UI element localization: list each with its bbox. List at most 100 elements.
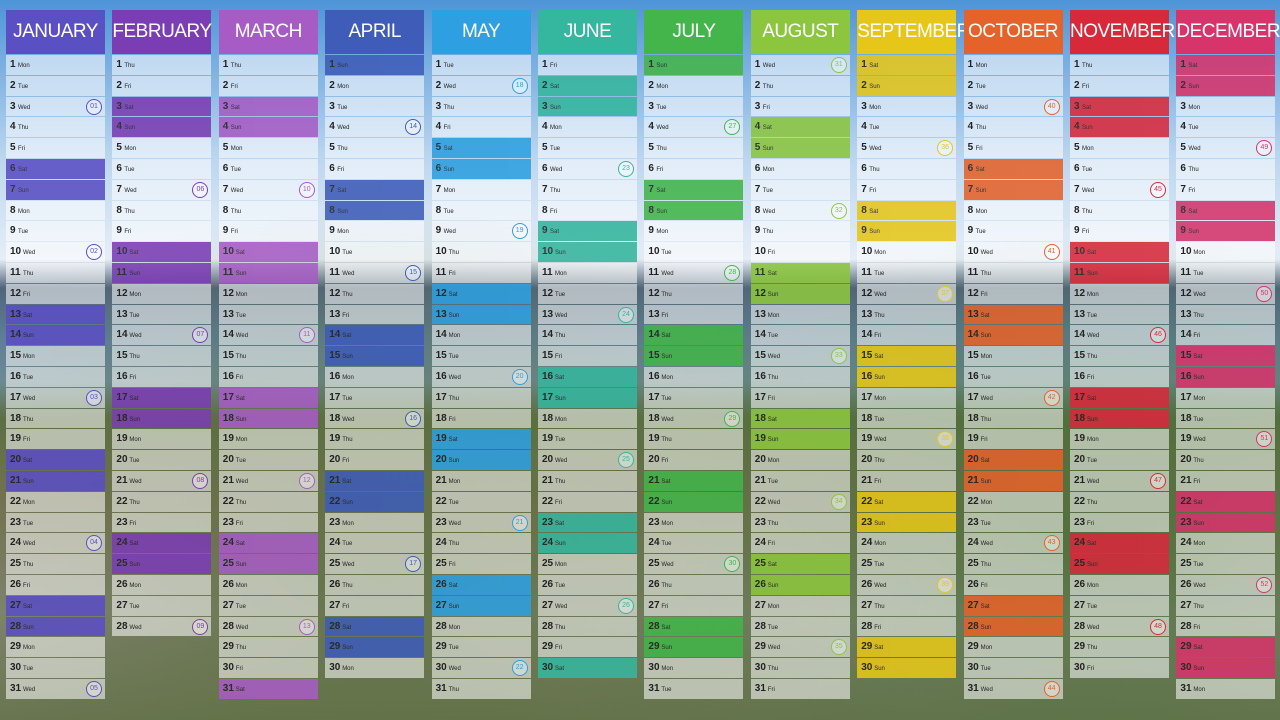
week-number: 36: [937, 140, 954, 157]
weekday: Wed: [230, 187, 244, 194]
weekday: Sat: [129, 250, 139, 257]
day-row: 3 Tue: [644, 96, 744, 117]
day-row: 15 Sun: [644, 346, 744, 366]
day-row: 1 Tue: [431, 55, 531, 75]
weekday: Fri: [1087, 374, 1094, 381]
day-number: 9: [542, 225, 548, 237]
day-row: 10 Mon: [857, 242, 957, 262]
day-row: 30 Thu: [750, 658, 850, 678]
weekday: Thu: [1087, 499, 1098, 506]
day-number: 5: [1180, 142, 1186, 154]
day-row: 28 Thu: [538, 616, 637, 637]
day-row: 1 Wed 31: [750, 55, 850, 75]
weekday: Mon: [129, 291, 142, 298]
day-number: 20: [1074, 454, 1086, 466]
day-row: 24 Sat: [1070, 533, 1169, 554]
weekday: Fri: [869, 187, 877, 194]
week-number: 01: [86, 98, 102, 115]
weekday: Sat: [230, 104, 240, 111]
weekday: Sun: [767, 291, 779, 298]
day-row: 29 Sat: [1176, 637, 1276, 658]
weekday: Tue: [874, 562, 885, 569]
weekday: Sun: [342, 499, 353, 506]
day-row: 22 Wed 34: [750, 491, 850, 512]
day-number: 27: [754, 599, 766, 611]
weekday: Wed: [23, 250, 36, 257]
week-number: 15: [405, 264, 422, 281]
day-number: 12: [116, 287, 128, 299]
weekday: Fri: [555, 354, 562, 361]
weekday: Sat: [1082, 104, 1092, 111]
weekday: Thu: [448, 250, 459, 257]
day-row: 28 Sat: [644, 616, 744, 637]
weekday: Sun: [342, 645, 353, 652]
day-number: 21: [542, 474, 554, 486]
day-number: 8: [1074, 204, 1080, 216]
weekday: Fri: [448, 270, 456, 277]
weekday: Sat: [342, 624, 352, 631]
day-row: 31 Wed 05: [6, 678, 105, 699]
day-row: 17 Sat: [218, 387, 318, 408]
day-row: 13 Sat: [6, 304, 105, 325]
weekday: Tue: [230, 166, 241, 173]
weekday: Sat: [1188, 63, 1198, 69]
weekday: Sun: [1087, 416, 1098, 423]
weekday: Mon: [1082, 146, 1094, 153]
day-number: 12: [1180, 287, 1192, 299]
day-row: 25 Thu: [963, 554, 1063, 574]
weekday: Thu: [124, 208, 135, 215]
day-row: 18 Mon: [538, 408, 637, 429]
weekday: Thu: [869, 166, 880, 173]
day-number: 16: [435, 370, 447, 382]
day-number: 23: [861, 516, 873, 528]
day-row: 22 Sat: [857, 491, 957, 512]
weekday: Mon: [235, 437, 248, 444]
week-number: 13: [298, 618, 315, 635]
day-number: 4: [116, 121, 122, 133]
weekday: Fri: [1193, 624, 1201, 631]
day-number: 29: [10, 641, 22, 653]
day-row: 25 Wed 30: [644, 554, 744, 574]
day-row: 8 Mon: [6, 200, 105, 221]
day-number: 16: [116, 370, 128, 382]
weekday: Sun: [555, 250, 566, 257]
weekday: Sun: [1188, 83, 1200, 90]
day-number: 10: [222, 246, 234, 258]
day-number: 26: [435, 578, 447, 590]
day-row: 1 Fri: [538, 55, 637, 75]
weekday: Tue: [23, 520, 34, 527]
day-row: 15 Thu: [112, 346, 212, 366]
day-row: 16 Sat: [538, 366, 637, 387]
day-row: 20 Sun: [431, 450, 531, 470]
day-number: 29: [967, 641, 979, 653]
weekday: Tue: [1188, 125, 1199, 132]
day-row: 7 Fri: [1176, 179, 1276, 200]
day-number: 17: [648, 391, 660, 403]
day-number: 15: [116, 350, 128, 362]
day-number: 20: [222, 454, 234, 466]
week-number: 33: [830, 348, 847, 365]
day-number: 12: [435, 287, 447, 299]
day-row: 23 Fri: [218, 512, 318, 533]
day-number: 5: [1074, 142, 1080, 154]
day-number: 20: [967, 454, 979, 466]
day-number: 3: [222, 100, 229, 112]
weekday: Thu: [23, 416, 34, 423]
day-number: 12: [967, 287, 979, 299]
day-row: 28 Sun: [6, 616, 105, 637]
day-number: 3: [1180, 100, 1186, 112]
day-row: 7 Mon: [431, 179, 531, 200]
day-row: 30 Tue: [963, 658, 1063, 678]
day-row: 26 Sat: [431, 574, 531, 595]
day-number: 9: [1180, 225, 1186, 237]
day-row: 12 Fri: [6, 283, 105, 304]
day-number: 12: [861, 287, 873, 299]
day-row: 27 Sat: [6, 595, 105, 616]
day-number: 25: [329, 558, 341, 570]
week-number: 42: [1043, 389, 1060, 406]
weekday: Wed: [1087, 624, 1100, 631]
weekday: Sat: [661, 478, 671, 485]
day-number: 30: [754, 662, 766, 674]
weekday: Mon: [975, 63, 988, 69]
weekday: Sun: [448, 458, 460, 465]
